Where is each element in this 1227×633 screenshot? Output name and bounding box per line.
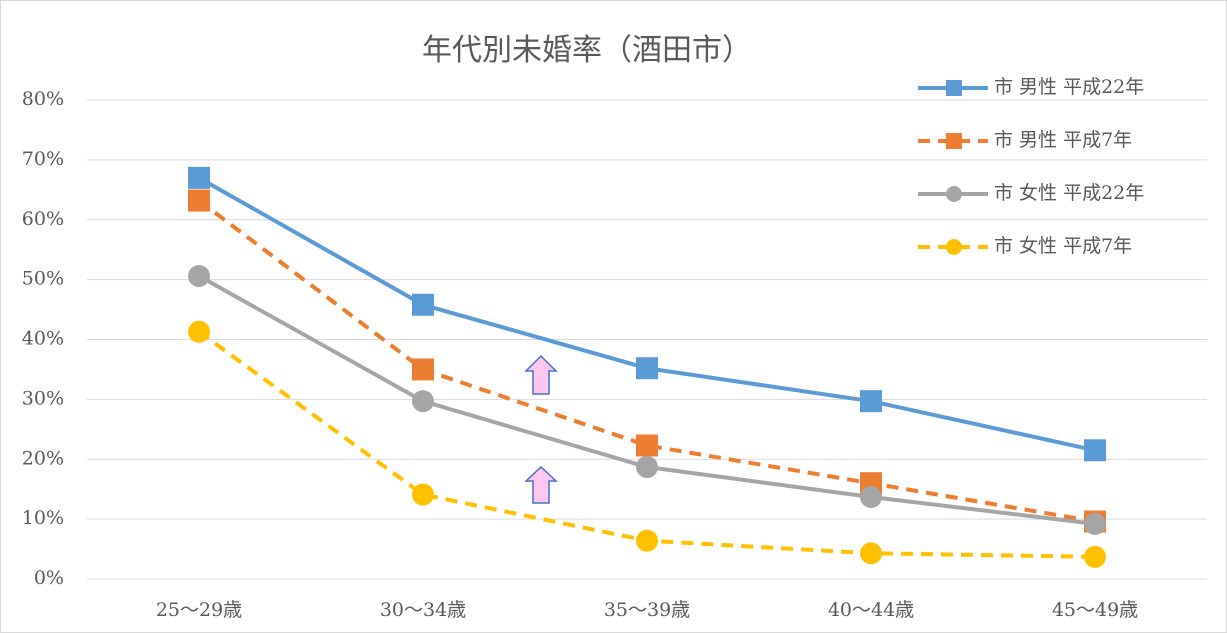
x-tick-label: 30～34歳 bbox=[380, 599, 466, 621]
data-point bbox=[188, 189, 210, 212]
data-point bbox=[412, 390, 434, 413]
y-tick-label: 70% bbox=[22, 148, 64, 170]
annotation-arrows bbox=[524, 354, 558, 504]
up-arrow bbox=[524, 354, 558, 395]
data-point bbox=[860, 485, 882, 508]
legend-marker bbox=[946, 80, 962, 96]
data-point bbox=[1084, 545, 1106, 568]
legend-marker bbox=[946, 239, 962, 255]
data-point bbox=[1084, 439, 1106, 462]
series-line bbox=[197, 198, 1096, 524]
data-point bbox=[188, 166, 210, 189]
data-point bbox=[636, 456, 658, 479]
legend-label: 市 女性 平成7年 bbox=[994, 235, 1132, 257]
y-tick-label: 40% bbox=[22, 328, 64, 350]
data-point bbox=[188, 265, 210, 288]
data-point bbox=[860, 542, 882, 565]
data-point bbox=[1084, 512, 1106, 535]
x-tick-label: 40～44歳 bbox=[828, 599, 914, 621]
data-point bbox=[412, 358, 434, 381]
legend-label: 市 男性 平成22年 bbox=[994, 76, 1144, 98]
up-arrow bbox=[524, 465, 558, 504]
y-tick-label: 60% bbox=[22, 208, 64, 230]
x-tick-label: 45～49歳 bbox=[1052, 599, 1138, 621]
y-tick-label: 0% bbox=[34, 567, 64, 589]
data-point bbox=[636, 529, 658, 552]
data-point bbox=[412, 293, 434, 316]
y-tick-label: 20% bbox=[22, 447, 64, 469]
legend-label: 市 女性 平成22年 bbox=[994, 182, 1144, 204]
y-tick-label: 50% bbox=[22, 268, 64, 290]
y-tick-label: 10% bbox=[22, 507, 64, 529]
y-tick-label: 30% bbox=[22, 387, 64, 409]
data-point bbox=[188, 320, 210, 343]
legend-marker bbox=[946, 133, 962, 149]
chart-title: 年代別未婚率（酒田市） bbox=[422, 33, 752, 68]
legend-marker bbox=[946, 186, 962, 202]
data-point bbox=[860, 390, 882, 413]
x-tick-label: 25～29歳 bbox=[156, 599, 242, 621]
data-point bbox=[412, 483, 434, 506]
legend-label: 市 男性 平成7年 bbox=[994, 129, 1132, 151]
x-tick-label: 35～39歳 bbox=[604, 599, 690, 621]
y-tick-label: 80% bbox=[22, 88, 64, 110]
data-point bbox=[636, 434, 658, 457]
data-point bbox=[636, 357, 658, 380]
